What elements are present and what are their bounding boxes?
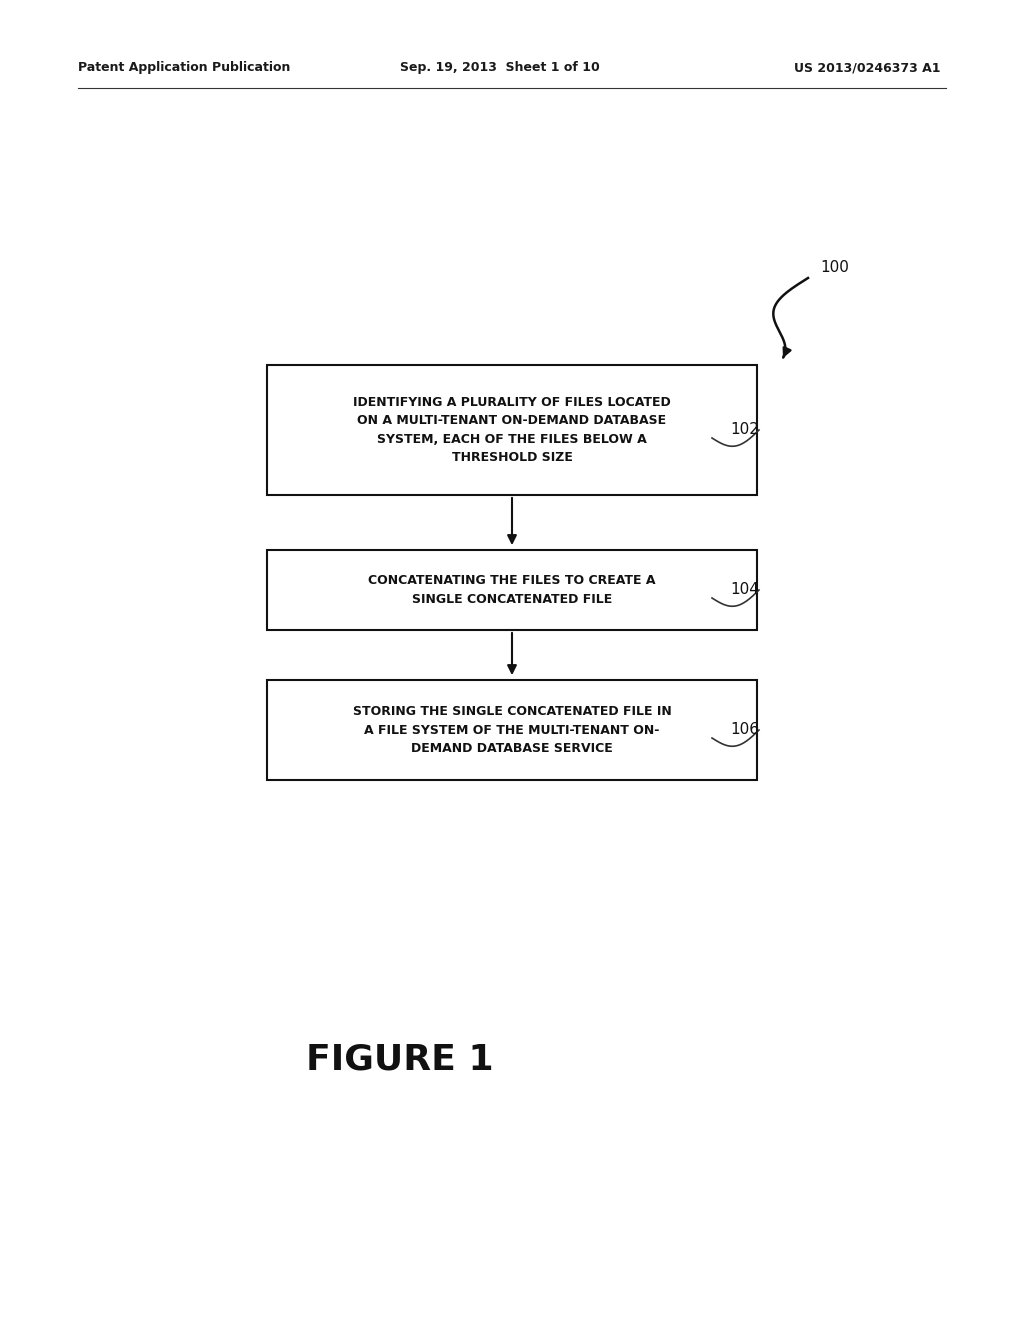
Bar bbox=[267, 680, 757, 780]
Text: 100: 100 bbox=[820, 260, 849, 276]
Text: STORING THE SINGLE CONCATENATED FILE IN
A FILE SYSTEM OF THE MULTI-TENANT ON-
DE: STORING THE SINGLE CONCATENATED FILE IN … bbox=[352, 705, 672, 755]
Text: FIGURE 1: FIGURE 1 bbox=[306, 1043, 494, 1077]
Text: 102: 102 bbox=[730, 422, 759, 437]
Text: Sep. 19, 2013  Sheet 1 of 10: Sep. 19, 2013 Sheet 1 of 10 bbox=[400, 62, 600, 74]
Text: IDENTIFYING A PLURALITY OF FILES LOCATED
ON A MULTI-TENANT ON-DEMAND DATABASE
SY: IDENTIFYING A PLURALITY OF FILES LOCATED… bbox=[353, 396, 671, 465]
Text: US 2013/0246373 A1: US 2013/0246373 A1 bbox=[794, 62, 940, 74]
Bar bbox=[267, 550, 757, 630]
Text: 106: 106 bbox=[730, 722, 759, 738]
Text: Patent Application Publication: Patent Application Publication bbox=[78, 62, 291, 74]
Bar bbox=[267, 366, 757, 495]
Text: CONCATENATING THE FILES TO CREATE A
SINGLE CONCATENATED FILE: CONCATENATING THE FILES TO CREATE A SING… bbox=[369, 574, 655, 606]
Text: 104: 104 bbox=[730, 582, 759, 598]
